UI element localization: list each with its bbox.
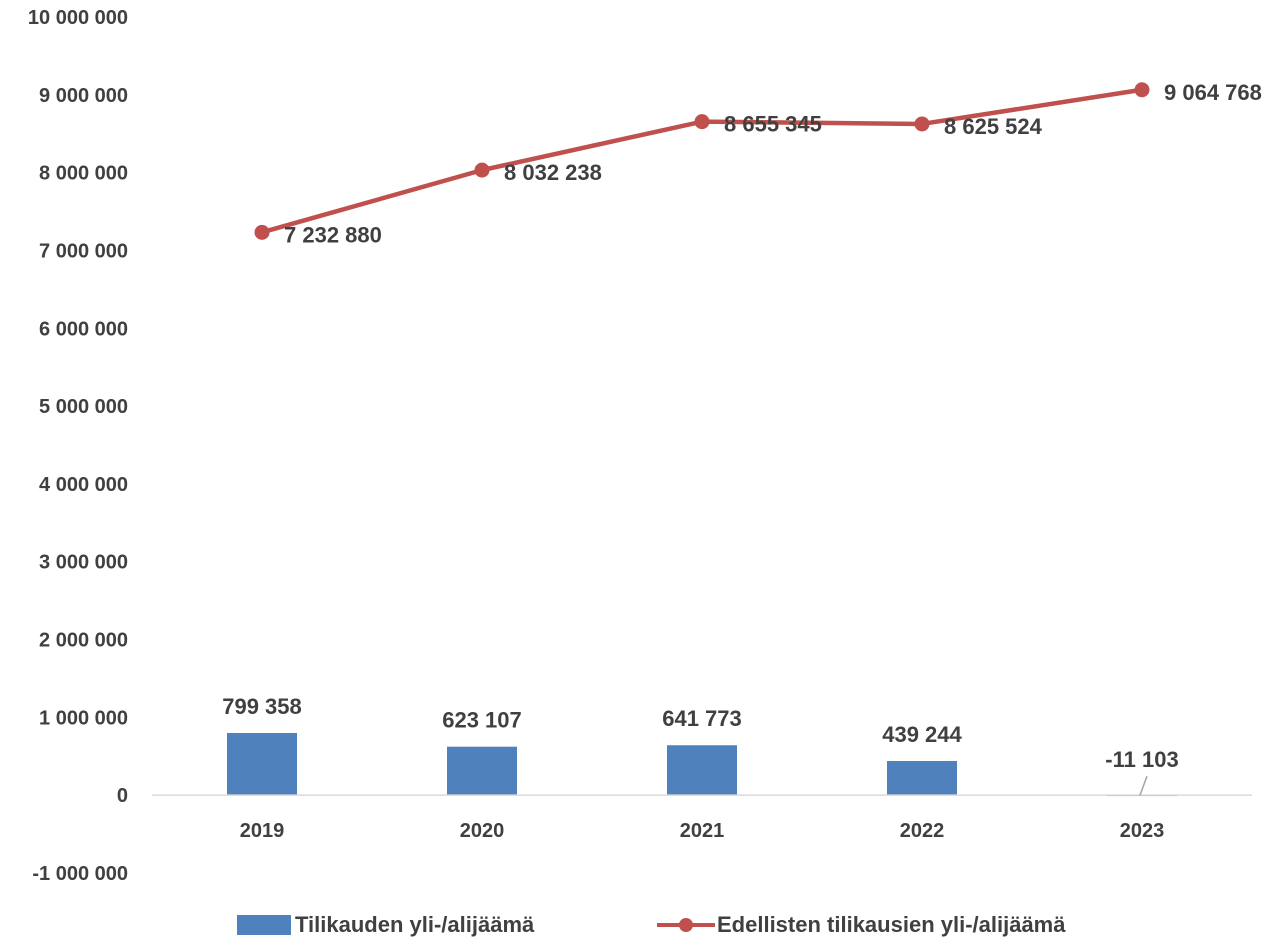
- line-data-label: 9 064 768: [1164, 80, 1262, 105]
- y-tick-label: 8 000 000: [39, 163, 128, 185]
- legend-swatch-line: [657, 915, 715, 935]
- legend-label-bar-series: Tilikauden yli-/alijäämä: [295, 912, 535, 937]
- y-tick-label: 2 000 000: [39, 630, 128, 652]
- bar: [447, 746, 517, 796]
- y-tick-label: 1 000 000: [39, 707, 128, 729]
- legend: Tilikauden yli-/alijäämä Edellisten tili…: [0, 912, 1283, 942]
- y-tick-label: -1 000 000: [32, 863, 128, 885]
- bar: [227, 732, 297, 796]
- y-tick-label: 9 000 000: [39, 85, 128, 107]
- line-data-label: 8 032 238: [504, 160, 602, 185]
- line-point: [694, 114, 710, 130]
- bar: [667, 745, 737, 796]
- leader-line: [1139, 775, 1148, 796]
- legend-label-line-series: Edellisten tilikausien yli-/alijäämä: [717, 912, 1066, 937]
- line-point: [914, 116, 930, 132]
- line-point: [1134, 82, 1150, 98]
- x-tick-label: 2023: [1120, 820, 1165, 842]
- line-point: [254, 224, 270, 240]
- y-tick-label: 3 000 000: [39, 552, 128, 574]
- bar-data-label: 641 773: [662, 706, 742, 731]
- legend-swatch-bar: [237, 915, 291, 935]
- line-data-label: 7 232 880: [284, 222, 382, 247]
- y-axis: -1 000 000 0 1 000 000 2 000 000 3 000 000 4 …: [28, 7, 128, 885]
- line-data-label: 8 625 524: [944, 114, 1043, 139]
- y-tick-label: 5 000 000: [39, 396, 128, 418]
- data-labels: 799 358 623 107 641 773 439 244 -11 103 7 232…: [222, 80, 1262, 796]
- bar-data-label: -11 103: [1105, 747, 1178, 772]
- line-point: [474, 162, 490, 178]
- x-tick-label: 2019: [240, 820, 285, 842]
- x-tick-label: 2020: [460, 820, 505, 842]
- line-data-label: 8 655 345: [724, 112, 822, 137]
- y-tick-label: 10 000 000: [28, 7, 128, 29]
- legend-item-line-series: Edellisten tilikausien yli-/alijäämä: [657, 912, 1065, 938]
- line-path: [259, 87, 1145, 235]
- bar: [887, 761, 957, 796]
- bar-data-label: 439 244: [882, 722, 962, 747]
- y-tick-label: 4 000 000: [39, 474, 128, 496]
- x-axis: 2019 2020 2021 2022 2023: [152, 794, 1252, 842]
- x-tick-label: 2021: [680, 820, 725, 842]
- bar-data-label: 623 107: [442, 708, 522, 733]
- bar-data-label: 799 358: [222, 694, 302, 719]
- y-tick-label: 0: [117, 785, 128, 807]
- bar-series: [227, 732, 1177, 797]
- y-tick-label: 7 000 000: [39, 240, 128, 262]
- x-tick-label: 2022: [900, 820, 945, 842]
- line-series: [254, 82, 1150, 240]
- y-tick-label: 6 000 000: [39, 318, 128, 340]
- legend-item-bar-series: Tilikauden yli-/alijäämä: [237, 912, 534, 938]
